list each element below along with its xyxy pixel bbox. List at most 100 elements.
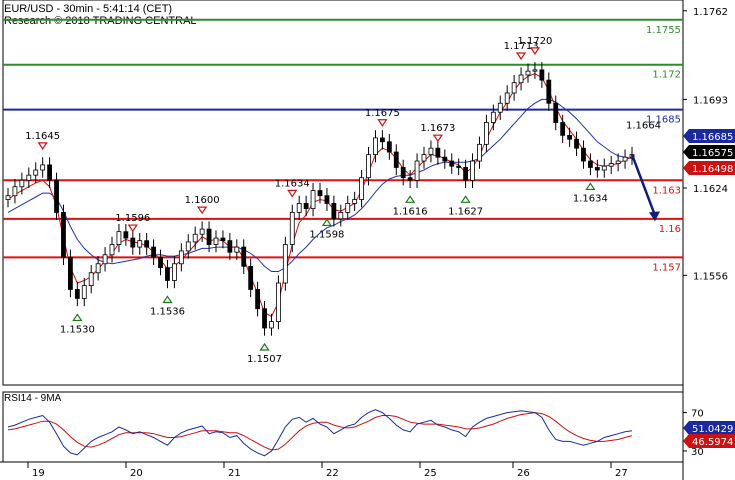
price-tag-text: 1.16575 [692,148,733,159]
candle-body [442,156,448,162]
candle-body [68,256,73,290]
candle-body [61,212,66,258]
candle-body [525,70,531,76]
candle-body [213,237,219,245]
candle-body [504,92,510,104]
candle-body [12,186,18,197]
candle-body [386,141,392,153]
swing-low-label: 1.1507 [247,354,282,365]
candle-body [594,167,600,171]
candle-body [588,160,593,168]
time-axis-tick-label: 27 [615,468,628,479]
candle-body [102,254,108,265]
candle-body [255,289,261,310]
swing-low-label: 1.1536 [150,306,185,317]
candle-body [303,203,309,209]
candle-body [5,195,11,200]
candle-body [608,163,614,167]
level-label: 1.1685 [646,115,681,126]
candle-body [539,69,545,81]
rsi-line [7,409,633,457]
level-label: 1.16 [659,224,681,235]
candle-body [116,231,122,245]
candle-body [470,160,475,181]
candle-body [248,265,254,290]
time-axis-tick-label: 26 [517,468,530,479]
candle-body [574,138,579,149]
candle-body [269,321,274,329]
candle-body [227,240,233,253]
rsi-axis-tick-label: 30 [691,447,704,458]
rsi-value-tag-bg [683,434,735,448]
level-label: 1.1755 [646,25,681,36]
chart-subtitle: Research © 2018 TRADING CENTRAL [4,15,197,27]
rsi-value-tag-text: 51.0429 [692,424,733,435]
swing-low-label: 1.1616 [393,206,428,217]
rsi-value-tag-text: 46.5974 [692,437,733,448]
candle-body [26,174,32,181]
swing-high-label: 1.1634 [275,178,310,189]
time-axis-tick-label: 19 [32,468,45,479]
candle-body [421,154,427,162]
candle-body [338,212,344,220]
candle-body [199,228,205,235]
candle-body [282,244,288,284]
swing-low-label: 1.1530 [60,324,95,335]
swing-low-marker [162,295,173,304]
swing-high-label: 1.1675 [365,108,400,119]
candle-body [54,179,59,213]
candle-body [310,190,316,209]
price-axis-tick-label: 1.1762 [693,7,728,18]
candle-body [317,190,323,197]
swing-low-marker [259,342,270,351]
candle-body [158,256,163,269]
ma-slow-line [7,98,633,272]
candle-body [192,233,198,243]
level-label: 1.172 [652,70,681,81]
swing-low-marker [405,195,416,203]
candle-body [40,164,46,171]
rsi-value-tag-bg [683,421,735,435]
time-axis-tick-label: 21 [228,468,241,479]
candle-body [373,137,378,156]
candle-body [601,165,607,171]
candle-body [477,143,482,162]
candle-body [33,169,39,176]
swing-high-marker [287,189,298,198]
candle-body [553,102,559,123]
candle-body [345,203,351,213]
candle-body [123,231,129,239]
candle-body [379,137,385,143]
candle-body [622,156,628,162]
price-tag-text: 1.16685 [692,132,733,143]
swing-high-label: 1.1720 [517,36,552,47]
swing-low-label: 1.1627 [448,206,483,217]
swing-high-marker [529,47,541,55]
candle-body [435,147,441,158]
price-tag-bg [683,161,735,175]
time-axis-tick-label: 22 [326,468,339,479]
candle-body [144,240,150,248]
swing-high-marker [432,134,443,143]
candle-body [220,237,226,242]
price-tag-text: 1.16498 [692,164,733,175]
candle-body [130,237,136,248]
candle-body [497,102,503,113]
price-axis-tick-label: 1.1693 [693,95,728,106]
rsi-axis-tick-label: 70 [691,409,704,420]
rsi-ma-line [7,412,633,451]
candle-body [511,82,517,94]
price-axis-tick-label: 1.1556 [693,271,728,282]
candle-body [393,151,399,168]
candle-body [178,250,184,265]
swing-high-label: 1.1673 [420,123,455,134]
candle-body [262,308,267,329]
swing-high-label: 1.1713 [504,41,539,52]
level-label: 1.157 [652,262,681,273]
candle-body [581,147,586,162]
candle-body [109,244,115,256]
candle-body [88,272,94,287]
swing-low-label: 1.1634 [573,193,608,204]
candle-body [428,147,434,156]
